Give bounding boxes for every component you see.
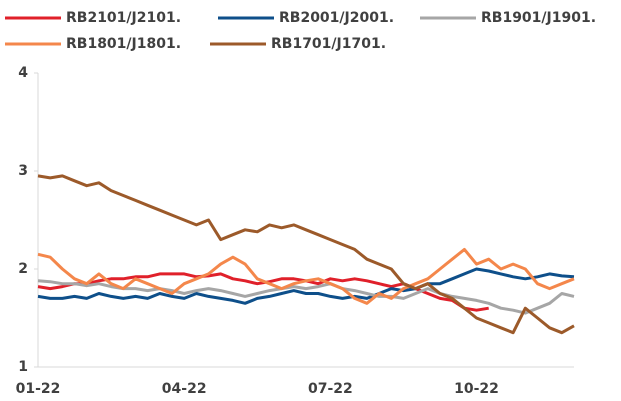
y-tick-label: 3 [18,163,28,179]
y-tick-label: 2 [18,261,28,277]
legend-label: RB1701/J1701. [271,36,386,52]
x-tick-label: 10-22 [454,381,499,397]
legend-label: RB1901/J1901. [481,10,596,26]
series-line [37,247,575,305]
y-tick-label: 1 [18,359,28,375]
legend-label: RB1801/J1801. [66,36,181,52]
series-line [37,279,575,315]
legend-label: RB2001/J2001. [279,10,394,26]
x-tick-label: 07-22 [308,381,353,397]
x-tick-label: 01-22 [16,381,61,397]
x-tick-label: 04-22 [162,381,207,397]
y-tick-label: 4 [18,65,28,81]
series-line [37,267,575,305]
series-line [37,174,575,335]
legend-label: RB2101/J2101. [66,10,181,26]
